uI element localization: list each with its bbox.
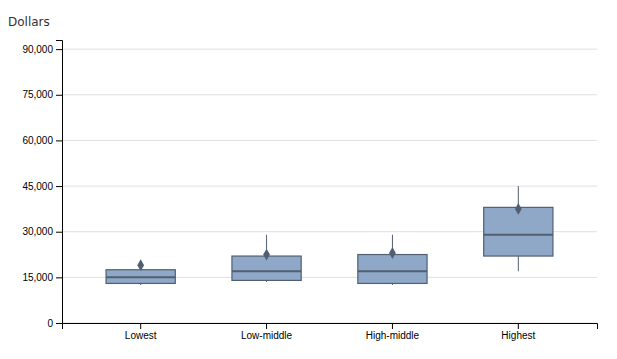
grid-line — [62, 49, 597, 50]
y-tick-label: 0 — [47, 318, 53, 329]
x-tick: Lowest — [125, 323, 157, 341]
mean — [263, 249, 270, 261]
y-tick: 30,000 — [22, 226, 62, 237]
y-axis-title: Dollars — [8, 15, 50, 29]
plot: 0 15,000 30,000 45,000 60,000 75,000 90,000 Low… — [22, 41, 597, 342]
y-tick-label: 45,000 — [22, 181, 53, 192]
x-tick: High-middle — [366, 323, 420, 341]
y-tick: 60,000 — [22, 135, 62, 146]
grid — [62, 49, 597, 323]
y-tick-label: 90,000 — [22, 44, 53, 55]
y-tick: 75,000 — [22, 89, 62, 100]
grid-line — [62, 140, 597, 141]
y-tick-label: 60,000 — [22, 135, 53, 146]
x-tick-mark — [140, 323, 141, 329]
median — [232, 270, 301, 272]
box-group — [232, 235, 301, 282]
y-tick-mark — [56, 323, 62, 324]
y-tick: 15,000 — [22, 272, 62, 283]
whisker-low — [518, 256, 519, 271]
median — [484, 234, 553, 236]
box — [106, 270, 175, 284]
y-tick-label: 30,000 — [22, 226, 53, 237]
box-group — [484, 186, 553, 271]
y-tick-mark — [56, 95, 62, 96]
y-tick: 45,000 — [22, 181, 62, 192]
y-tick-mark — [56, 186, 62, 187]
x-tick-label: Highest — [501, 330, 535, 341]
grid-line — [62, 94, 597, 95]
x-tick-mark — [266, 323, 267, 329]
y-tick-mark — [56, 232, 62, 233]
x-axis-line — [63, 324, 598, 330]
x-axis: Lowest Low-middle High-middle Highest — [63, 323, 598, 341]
x-tick: Low-middle — [241, 323, 293, 341]
mean — [389, 247, 396, 259]
median — [358, 270, 427, 272]
y-axis-line — [56, 41, 63, 324]
grid-line — [62, 277, 597, 278]
chart: 0 15,000 30,000 45,000 60,000 75,000 90,000 Low… — [0, 0, 617, 359]
x-tick-mark — [392, 323, 393, 329]
grid-line — [62, 186, 597, 187]
y-axis: 0 15,000 30,000 45,000 60,000 75,000 90,000 — [22, 41, 62, 329]
mean — [137, 259, 144, 271]
y-tick-mark — [56, 140, 62, 141]
box-group — [106, 259, 175, 285]
mean — [515, 203, 522, 215]
y-tick-label: 15,000 — [22, 272, 53, 283]
x-tick-label: Low-middle — [241, 330, 293, 341]
x-tick: Highest — [501, 323, 535, 341]
y-tick-mark — [56, 277, 62, 278]
y-tick: 90,000 — [22, 44, 62, 55]
y-tick-label: 75,000 — [22, 89, 53, 100]
x-tick-label: Lowest — [125, 330, 157, 341]
median — [106, 276, 175, 278]
y-tick-mark — [56, 49, 62, 50]
boxes — [106, 186, 553, 285]
box-group — [358, 235, 427, 285]
y-tick: 0 — [47, 318, 62, 329]
x-tick-label: High-middle — [366, 330, 420, 341]
x-tick-mark — [518, 323, 519, 329]
